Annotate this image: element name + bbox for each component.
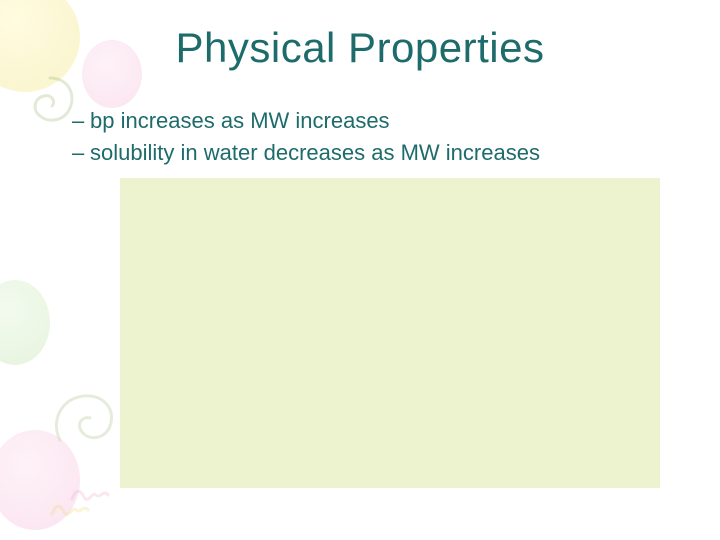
bullet-item: – bp increases as MW increases — [72, 106, 662, 136]
squiggle-yellow-icon — [50, 500, 90, 518]
content-placeholder-box — [120, 178, 660, 488]
bullet-dash-icon: – — [72, 138, 90, 168]
bullet-list: – bp increases as MW increases – solubil… — [72, 106, 662, 169]
bullet-dash-icon: – — [72, 106, 90, 136]
slide-title: Physical Properties — [0, 24, 720, 72]
balloon-green-icon — [0, 280, 50, 365]
bullet-text: bp increases as MW increases — [90, 106, 390, 136]
slide: Physical Properties – bp increases as MW… — [0, 0, 720, 540]
bullet-item: – solubility in water decreases as MW in… — [72, 138, 662, 168]
bullet-text: solubility in water decreases as MW incr… — [90, 138, 540, 168]
